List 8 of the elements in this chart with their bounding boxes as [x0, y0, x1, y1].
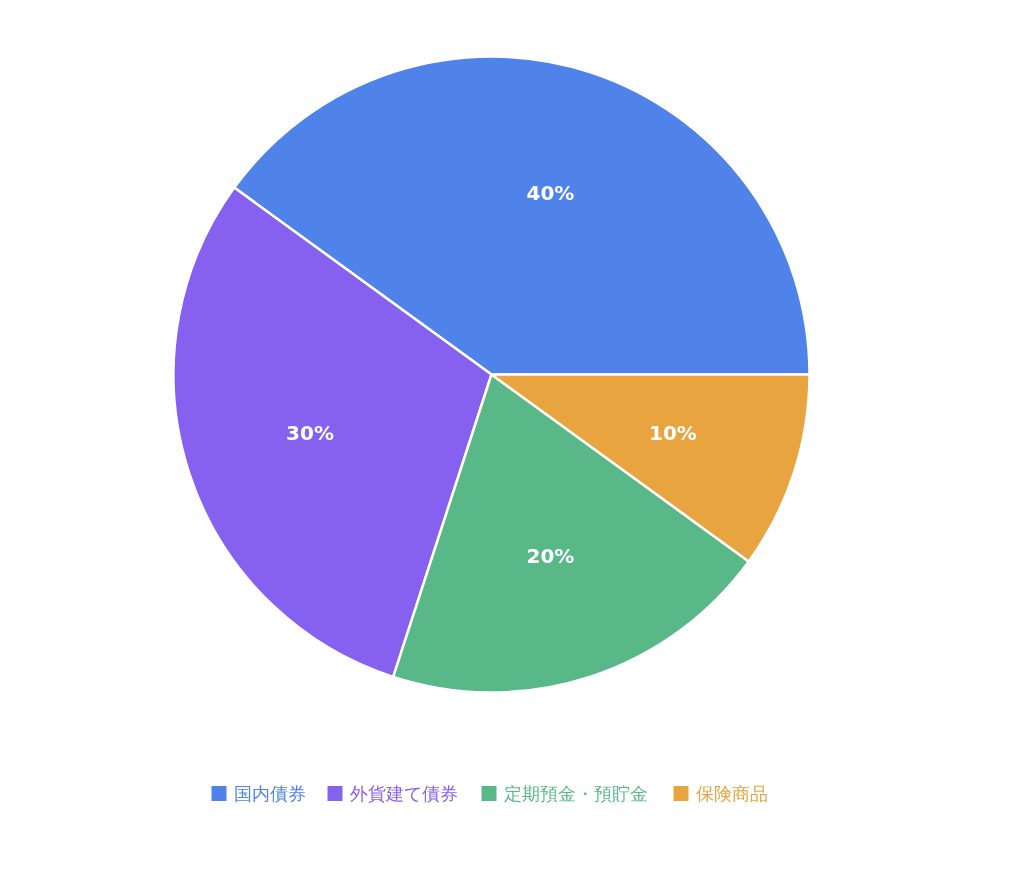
legend-label: 国内債券 [233, 783, 306, 804]
legend-label: 保険商品 [695, 783, 768, 804]
data-label: 40% [526, 181, 575, 206]
data-label: 30% [286, 421, 334, 446]
legend-label: 外貨建て債券 [349, 783, 458, 804]
data-label: 10% [649, 421, 697, 446]
data-label: 20% [526, 543, 575, 568]
legend-label: 定期預金・預貯金 [503, 783, 648, 804]
